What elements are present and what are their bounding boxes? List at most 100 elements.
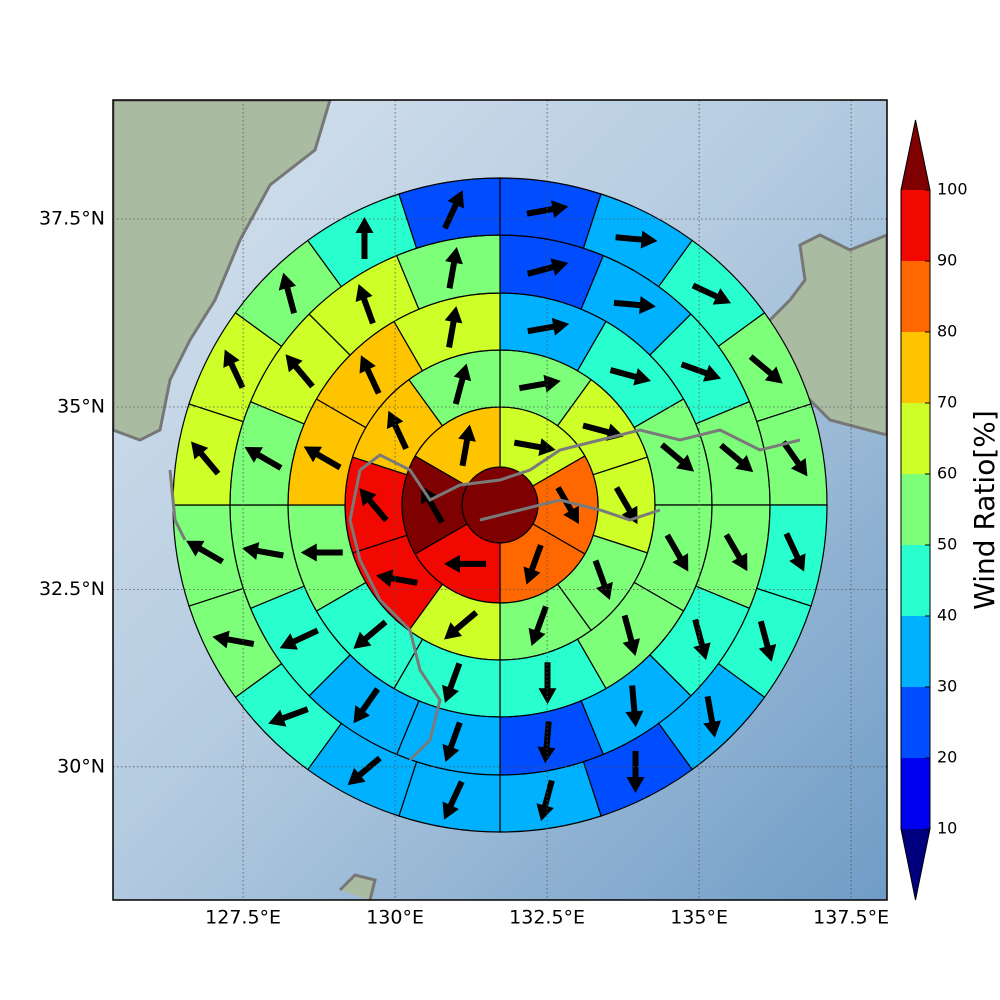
wind-arrow: [303, 446, 342, 471]
wind-arrow: [513, 438, 556, 457]
x-tick-label: 137.5°E: [813, 907, 889, 929]
colorbar-tick-label: 60: [937, 464, 957, 483]
wind-arrow: [186, 540, 224, 565]
colorbar-tick-label: 50: [937, 535, 957, 554]
colorbar-segment: [901, 758, 930, 829]
wind-arrow: [680, 361, 722, 382]
colorbar-tick-label: 10: [937, 819, 957, 838]
wind-arrow: [375, 569, 418, 588]
graticule: [113, 100, 887, 900]
wind-arrow: [285, 354, 315, 389]
wind-arrow: [526, 258, 569, 277]
wind-arrow: [444, 554, 486, 573]
wind-arrow: [719, 442, 754, 473]
wind-arrow: [692, 618, 711, 661]
wind-arrow: [536, 779, 555, 822]
colorbar-tick-label: 100: [937, 180, 968, 199]
x-tick-label: 130°E: [366, 907, 424, 929]
wind-arrow: [268, 706, 309, 727]
wind-arrow: [659, 442, 695, 472]
wind-arrow: [355, 217, 374, 260]
wind-arrow: [223, 349, 246, 389]
wind-arrow: [441, 662, 463, 703]
coast-island: [168, 469, 187, 541]
wind-arrow: [609, 367, 652, 386]
plot-frame: [112, 99, 888, 901]
wind-arrow: [444, 306, 463, 348]
wind-arrow: [538, 662, 557, 705]
colorbar-tick-label: 20: [937, 748, 957, 767]
wind-arrow: [386, 410, 409, 451]
wind-arrow: [355, 283, 376, 325]
wind-arrow: [444, 610, 479, 640]
colorbar-tick-label: 40: [937, 606, 957, 625]
wind-arrow: [621, 614, 641, 657]
wind-arrow: [445, 246, 463, 289]
wind-arrow: [748, 354, 783, 384]
wind-arrow: [723, 533, 748, 572]
wind-arrow: [664, 533, 689, 572]
coastlines: [168, 428, 801, 762]
colorbar-label: Wind Ratio[%]: [968, 410, 1000, 610]
wind-arrow: [359, 488, 389, 523]
colorbar-segment: [901, 687, 930, 758]
coast-shikoku: [479, 498, 661, 522]
wind-arrow: [523, 544, 544, 585]
x-tick-label: 127.5°E: [205, 907, 281, 929]
wind-arrow: [613, 486, 638, 525]
wind-arrow: [241, 542, 284, 560]
wind-arrow: [537, 721, 556, 764]
wind-arrow: [527, 317, 570, 336]
colorbar-extend-min: [901, 829, 930, 900]
wind-arrow: [613, 296, 656, 315]
wind-arrow: [452, 363, 472, 405]
colorbar-segment: [901, 261, 930, 332]
wind-arrow: [442, 721, 463, 763]
x-tick-label: 132.5°E: [509, 907, 585, 929]
wind-arrow: [244, 446, 283, 471]
wind-arrow: [347, 755, 382, 786]
wind-arrow: [212, 630, 255, 649]
y-tick-label: 30°N: [57, 755, 105, 777]
wind-arrow: [279, 627, 320, 650]
colorbar: 10 20 30 40 50 60 70 80 90 100: [900, 119, 968, 901]
colorbar-segment: [901, 190, 930, 261]
wind-arrow: [555, 486, 579, 525]
land-honshu: [758, 233, 887, 437]
land-island: [338, 873, 377, 900]
wind-arrow: [757, 620, 777, 662]
colorbar-segment: [901, 474, 930, 545]
colorbar-tick-label: 30: [937, 677, 957, 696]
wind-arrow: [528, 605, 549, 646]
wind-arrow: [442, 780, 465, 820]
wind-arrow: [300, 543, 343, 562]
wind-arrow: [278, 272, 298, 315]
wind-arrow: [691, 282, 732, 305]
land-korea: [113, 100, 332, 442]
y-tick-label: 35°N: [57, 396, 105, 418]
wind-arrow: [626, 750, 645, 793]
wind-arrow: [518, 374, 561, 393]
y-tick-label: 37.5°N: [39, 207, 105, 229]
y-tick-label: 32.5°N: [39, 578, 105, 600]
wind-arrow: [442, 190, 464, 230]
colorbar-segment: [901, 545, 930, 616]
wind-arrow: [458, 424, 476, 467]
wind-arrow: [592, 559, 613, 601]
wind-arrow: [780, 440, 808, 477]
wind-arrow: [353, 619, 388, 649]
wind-arrow: [703, 695, 721, 738]
colorbar-extend-max: [901, 120, 930, 190]
wind-arrow: [625, 685, 644, 728]
coast-north: [359, 428, 801, 502]
colorbar-segment: [901, 332, 930, 403]
polar-grid: [172, 177, 828, 833]
coast-kyushu: [348, 469, 442, 762]
wind-arrow: [359, 355, 382, 395]
x-tick-label: 135°E: [670, 907, 728, 929]
colorbar-tick-label: 80: [937, 322, 957, 341]
wind-arrow: [353, 687, 381, 724]
colorbar-tick-label: 90: [937, 251, 957, 270]
colorbar-segment: [901, 616, 930, 687]
